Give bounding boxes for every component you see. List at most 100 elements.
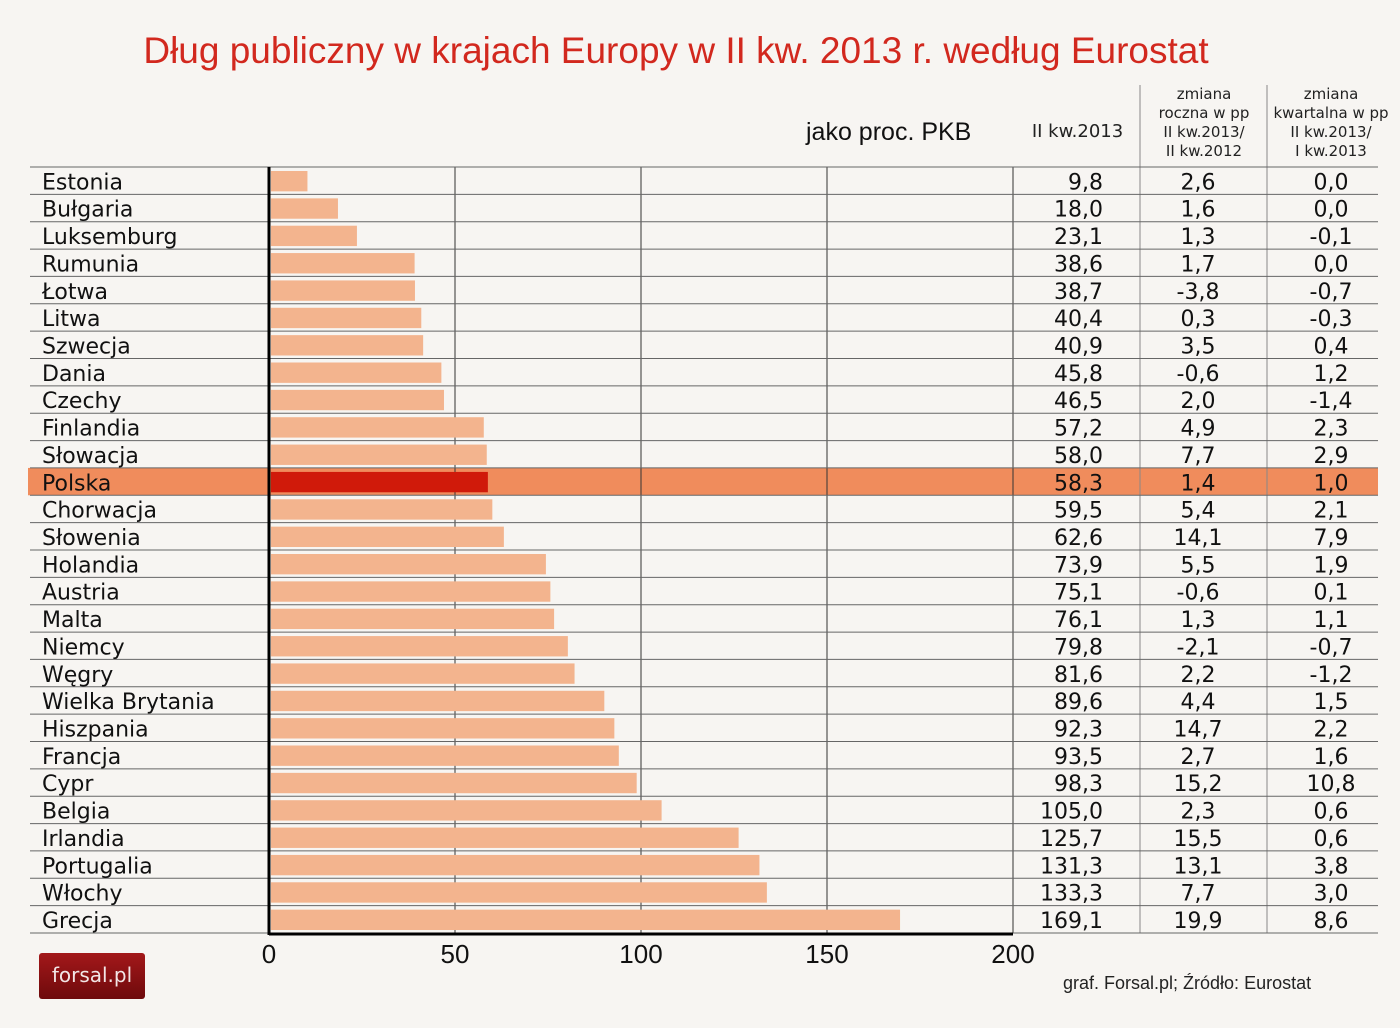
category-label: Bułgaria	[42, 198, 133, 223]
bar-Słowenia	[271, 526, 504, 547]
source-note: graf. Forsal.pl; Źródło: Eurostat	[1063, 973, 1312, 993]
bar-Austria	[271, 581, 551, 602]
category-label: Łotwa	[41, 280, 108, 305]
value-label: 89,6	[1054, 690, 1103, 715]
bar-Hiszpania	[271, 718, 615, 739]
category-label: Finlandia	[42, 417, 140, 442]
annual-change-label: 7,7	[1181, 444, 1216, 469]
quarterly-change-label: 2,1	[1314, 499, 1349, 524]
quarterly-change-label: -0,7	[1310, 635, 1353, 660]
annual-change-label: 15,5	[1174, 827, 1223, 852]
header-col1: II kw.2013	[1031, 121, 1124, 142]
bar-Francja	[271, 745, 619, 766]
value-label: 105,0	[1040, 800, 1103, 825]
header-col2-line: II kw.2013/	[1163, 123, 1245, 141]
value-label: 40,9	[1054, 335, 1103, 360]
annual-change-label: 1,7	[1181, 252, 1216, 277]
annual-change-label: -2,1	[1177, 635, 1220, 660]
quarterly-change-label: 1,2	[1314, 362, 1349, 387]
bar-Słowacja	[271, 444, 487, 465]
bar-Dania	[271, 362, 442, 383]
annual-change-label: 19,9	[1174, 909, 1223, 934]
value-label: 59,5	[1054, 499, 1103, 524]
annual-change-label: 2,0	[1181, 389, 1216, 414]
quarterly-change-label: -1,4	[1310, 389, 1353, 414]
annual-change-label: 13,1	[1174, 854, 1223, 879]
value-label: 18,0	[1054, 198, 1103, 223]
annual-change-label: -3,8	[1177, 280, 1220, 305]
quarterly-change-label: 0,6	[1314, 800, 1349, 825]
x-tick-label: 100	[619, 939, 662, 969]
value-label: 98,3	[1054, 772, 1103, 797]
category-label: Hiszpania	[42, 718, 149, 743]
quarterly-change-label: 0,0	[1314, 198, 1349, 223]
bar-Wielka Brytania	[271, 690, 605, 712]
chart-title: Dług publiczny w krajach Europy w II kw.…	[143, 30, 1209, 71]
value-label: 46,5	[1054, 389, 1103, 414]
value-label: 45,8	[1054, 362, 1103, 387]
annual-change-label: 5,5	[1181, 553, 1216, 578]
value-label: 58,0	[1054, 444, 1103, 469]
category-label: Grecja	[42, 909, 113, 934]
quarterly-change-label: 0,1	[1314, 581, 1349, 606]
category-label: Słowacja	[42, 444, 139, 469]
quarterly-change-label: 3,8	[1314, 854, 1349, 879]
bar-Grecja	[271, 909, 901, 930]
quarterly-change-label: -1,2	[1310, 663, 1353, 688]
bar-Belgia	[271, 800, 662, 821]
quarterly-change-label: 2,2	[1314, 718, 1349, 743]
bar-Polska	[271, 471, 488, 493]
bar-Węgry	[271, 663, 575, 684]
annual-change-label: -0,6	[1177, 362, 1220, 387]
unit-label: jako proc. PKB	[806, 118, 972, 146]
header-col3-line: I kw.2013	[1295, 142, 1367, 160]
annual-change-label: 7,7	[1181, 882, 1216, 907]
category-label: Szwecja	[42, 335, 131, 360]
value-label: 9,8	[1068, 170, 1103, 195]
quarterly-change-label: -0,7	[1310, 280, 1353, 305]
category-label: Niemcy	[42, 635, 125, 660]
annual-change-label: 1,4	[1181, 471, 1216, 496]
quarterly-change-label: 0,4	[1314, 335, 1349, 360]
bar-Włochy	[271, 882, 767, 903]
header-col2-line: zmiana	[1176, 85, 1232, 103]
value-label: 75,1	[1054, 581, 1103, 606]
value-label: 93,5	[1054, 745, 1103, 770]
header-col3-line: II kw.2013/	[1290, 123, 1372, 141]
value-label: 38,7	[1054, 280, 1103, 305]
category-label: Holandia	[42, 553, 139, 578]
bar-Szwecja	[271, 335, 424, 356]
highlight-row	[28, 467, 1378, 496]
bar-Portugalia	[271, 854, 760, 876]
value-label: 169,1	[1040, 909, 1103, 934]
category-label: Czechy	[42, 389, 122, 414]
category-label: Portugalia	[42, 854, 153, 879]
annual-change-label: 2,3	[1181, 800, 1216, 825]
header-col2-line: roczna w pp	[1158, 104, 1250, 122]
category-label: Włochy	[42, 882, 123, 907]
header-col2: zmiana roczna w pp II kw.2013/ II kw.201…	[1142, 85, 1266, 161]
category-label: Polska	[42, 471, 111, 496]
annual-change-label: 4,9	[1181, 417, 1216, 442]
bar-Estonia	[271, 171, 308, 192]
annual-change-label: 3,5	[1181, 335, 1216, 360]
category-label: Litwa	[42, 307, 100, 332]
x-tick-label: 0	[262, 939, 276, 969]
quarterly-change-label: 1,9	[1314, 553, 1349, 578]
value-label: 40,4	[1054, 307, 1103, 332]
quarterly-change-label: 7,9	[1314, 526, 1349, 551]
header-col3-line: zmiana	[1303, 85, 1359, 103]
category-label: Chorwacja	[42, 499, 157, 524]
quarterly-change-label: -0,3	[1310, 307, 1353, 332]
annual-change-label: -0,6	[1177, 581, 1220, 606]
value-label: 92,3	[1054, 718, 1103, 743]
value-label: 62,6	[1054, 526, 1103, 551]
x-tick-label: 50	[441, 939, 470, 969]
bar-Malta	[271, 608, 555, 630]
quarterly-change-label: -0,1	[1310, 225, 1353, 250]
bar-Luksemburg	[271, 225, 357, 247]
x-tick-label: 150	[805, 939, 848, 969]
bar-Czechy	[271, 389, 444, 411]
category-label: Austria	[42, 581, 120, 606]
bar-Irlandia	[271, 827, 739, 848]
